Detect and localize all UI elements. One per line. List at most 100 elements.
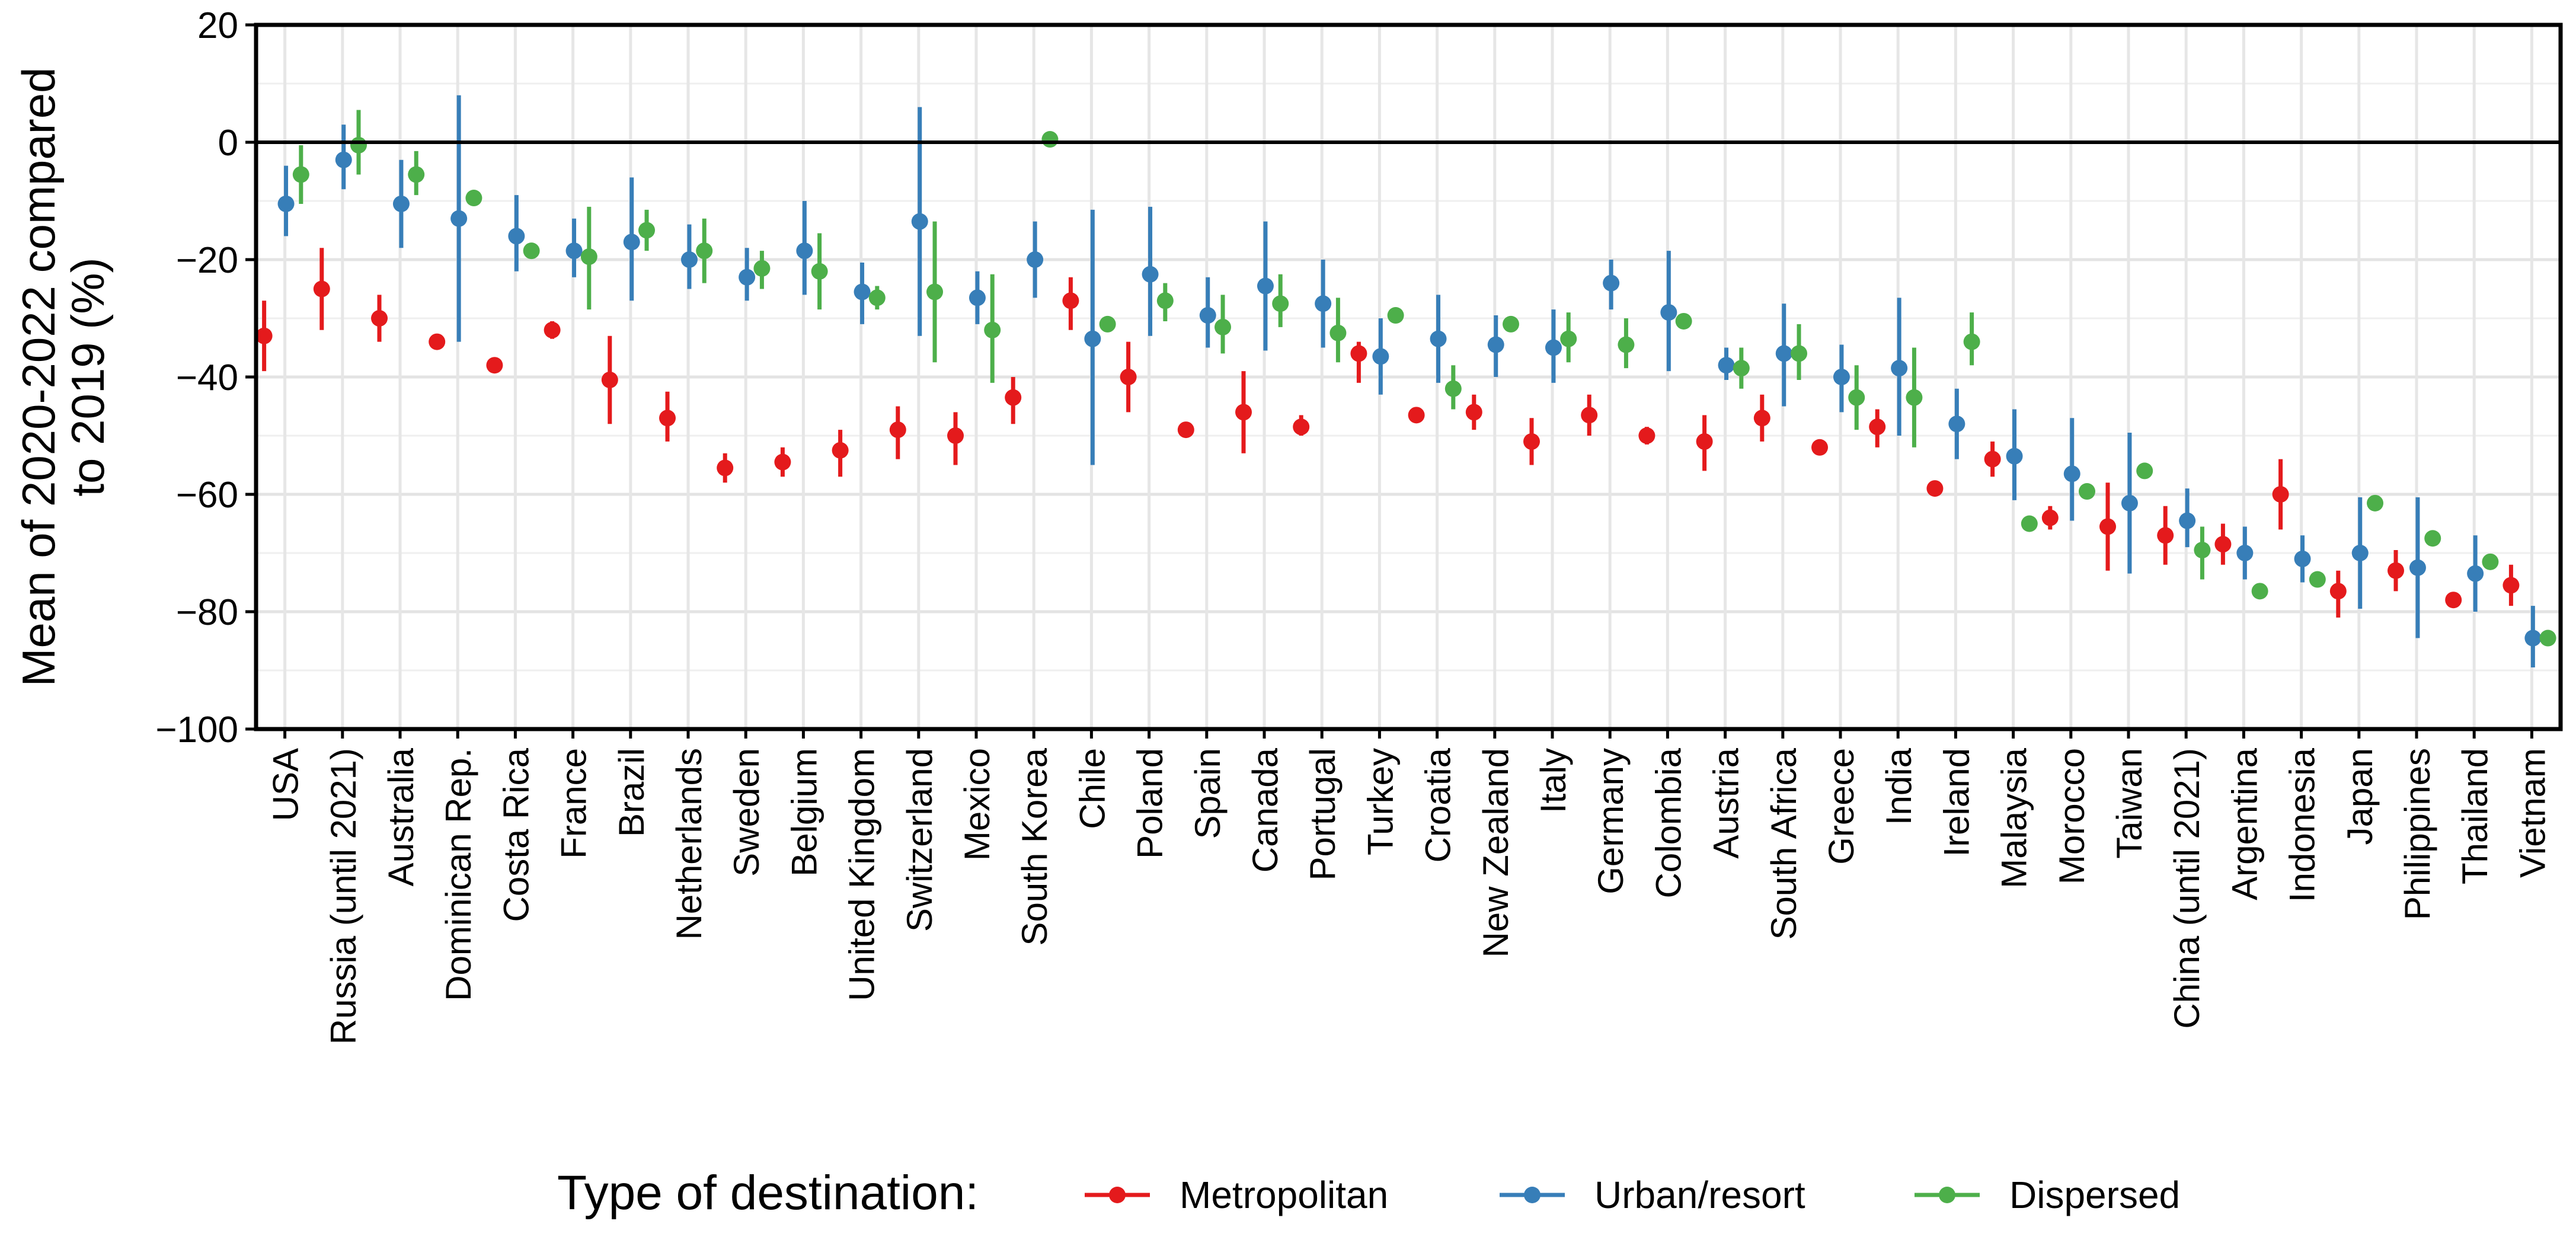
x-tick-label: Spain	[1188, 748, 1228, 839]
metropolitan-point	[544, 321, 561, 338]
metropolitan-point	[717, 459, 734, 477]
dispersed-point	[696, 242, 713, 260]
dispersed-point	[1041, 131, 1059, 148]
urban-resort-point	[2351, 545, 2369, 561]
urban-resort-point	[969, 289, 986, 306]
x-tick-label: Canada	[1245, 747, 1285, 873]
x-tick-label: Portugal	[1303, 748, 1343, 880]
x-tick-label: Philippines	[2398, 748, 2437, 920]
x-tick-label: Australia	[381, 747, 421, 886]
urban-resort-point	[1660, 304, 1677, 321]
x-tick-label: Sweden	[727, 748, 766, 877]
urban-resort-point	[2121, 494, 2138, 512]
y-tick-label: 0	[218, 123, 238, 164]
urban-resort-point	[1775, 345, 1792, 362]
urban-resort-point	[335, 151, 352, 168]
metropolitan-point	[659, 410, 676, 427]
legend-title: Type of destination:	[557, 1166, 979, 1220]
metropolitan-point	[1811, 439, 1829, 456]
x-tick-label: USA	[266, 748, 306, 821]
urban-resort-point	[1084, 330, 1101, 347]
urban-resort-point	[1430, 330, 1447, 347]
urban-resort-point	[911, 213, 928, 230]
metropolitan-point	[1753, 410, 1770, 427]
dispersed-point	[1329, 324, 1347, 341]
x-tick-label: Taiwan	[2110, 748, 2149, 859]
urban-resort-point	[2409, 559, 2426, 576]
x-tick-label: Mexico	[957, 748, 997, 861]
dispersed-point	[2194, 542, 2211, 559]
urban-resort-point	[1948, 416, 1965, 433]
x-tick-label: Germany	[1591, 748, 1631, 894]
dispersed-point	[1503, 315, 1520, 333]
dispersed-point	[292, 166, 309, 183]
x-axis: USA Russia (until 2021) Australia Dominican…	[266, 729, 2552, 1044]
urban-resort-point	[2294, 550, 2311, 567]
dispersed-point	[465, 190, 482, 207]
y-tick-label: −100	[155, 710, 238, 750]
x-tick-label: Morocco	[2052, 748, 2092, 884]
dispersed-point	[2136, 462, 2153, 480]
urban-resort-point	[450, 210, 468, 227]
dispersed-point	[1387, 307, 1404, 324]
urban-resort-point	[1257, 277, 1274, 295]
dispersed-point	[2251, 583, 2268, 600]
dispersed-point	[2309, 571, 2326, 588]
dispersed-point	[2079, 483, 2096, 500]
dispersed-point	[1906, 389, 1923, 406]
y-axis: 20 0 −20 −40 −60 −80 −100	[155, 5, 256, 750]
grid-layer	[256, 23, 2561, 731]
x-tick-label: Chile	[1072, 748, 1112, 829]
metropolitan-point	[2099, 518, 2117, 535]
x-tick-label: Russia (until 2021)	[324, 748, 363, 1044]
dispersed-point	[1560, 330, 1577, 347]
x-tick-label: South Korea	[1015, 747, 1054, 945]
urban-resort-point	[2179, 512, 2196, 529]
dispersed-point	[2367, 494, 2384, 512]
x-tick-label: France	[554, 748, 594, 859]
dispersed-point	[638, 222, 656, 239]
urban-resort-point	[623, 234, 640, 251]
legend-key-point-urban-resort	[1524, 1187, 1541, 1203]
x-tick-label: Colombia	[1648, 747, 1688, 898]
metropolitan-point	[1177, 421, 1194, 439]
x-tick-label: Netherlands	[669, 748, 709, 940]
legend-label-dispersed: Dispersed	[2009, 1174, 2180, 1216]
urban-resort-point	[2006, 448, 2023, 465]
dispersed-point	[753, 260, 771, 277]
urban-resort-point	[565, 242, 583, 260]
dispersed-point	[580, 248, 597, 266]
metropolitan-point	[1120, 369, 1137, 385]
dispersed-point	[1156, 292, 1174, 309]
dispersed-point	[2021, 515, 2038, 532]
x-tick-label: Vietnam	[2513, 748, 2552, 878]
metropolitan-point	[1235, 404, 1252, 421]
x-tick-label: South Africa	[1764, 747, 1804, 939]
metropolitan-point	[1523, 433, 1541, 450]
metropolitan-point	[2272, 486, 2289, 503]
x-tick-label: New Zealand	[1476, 748, 1516, 958]
metropolitan-point	[2214, 536, 2232, 553]
urban-resort-point	[1545, 339, 1562, 356]
dispersed-point	[1272, 295, 1289, 312]
metropolitan-point	[832, 442, 849, 459]
y-tick-label: −60	[176, 475, 238, 516]
dispersed-point	[1733, 360, 1750, 377]
metropolitan-point	[1062, 292, 1079, 309]
urban-resort-point	[854, 283, 871, 301]
metropolitan-point	[1350, 345, 1367, 362]
dispersed-point	[2482, 553, 2499, 570]
metropolitan-point	[1465, 404, 1482, 421]
dispersed-point	[1618, 336, 1635, 353]
x-tick-label: India	[1879, 747, 1919, 825]
y-tick-label: 20	[197, 5, 238, 46]
dispersed-point	[523, 242, 540, 260]
urban-resort-point	[1833, 369, 1850, 385]
urban-resort-point	[1199, 307, 1216, 324]
metropolitan-point	[1984, 450, 2001, 468]
metropolitan-point	[2041, 509, 2059, 526]
dispersed-point	[1675, 312, 1692, 330]
urban-resort-point	[1142, 266, 1159, 283]
urban-resort-point	[508, 228, 525, 245]
